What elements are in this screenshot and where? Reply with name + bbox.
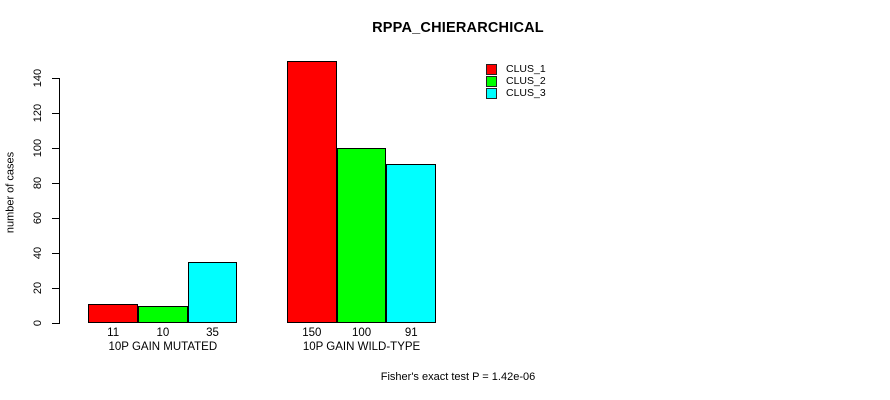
legend-label: CLUS_1: [506, 62, 546, 75]
legend-label: CLUS_3: [506, 87, 546, 100]
y-axis-tick: [52, 183, 59, 184]
y-axis-tick: [52, 78, 59, 79]
y-axis-tick: [52, 113, 59, 114]
legend: CLUS_1 CLUS_2 CLUS_3: [486, 63, 546, 100]
bar-value-label: 100: [351, 327, 372, 339]
bar-value-label: 150: [302, 327, 322, 339]
y-axis-line: [59, 78, 60, 324]
x-category-label: 10P GAIN WILD-TYPE: [302, 341, 421, 353]
y-axis-tick: [52, 218, 59, 219]
bar-clus_2-group1: [138, 305, 188, 323]
bar-clus_3-group1: [187, 261, 238, 323]
x-category-label: 10P GAIN MUTATED: [108, 341, 218, 353]
y-axis-tick: [52, 148, 59, 149]
bar-clus_1-group1: [88, 303, 138, 323]
y-axis-tick: [52, 253, 59, 254]
y-axis-tick-label: 80: [32, 176, 44, 190]
y-axis-tick-label: 60: [32, 211, 44, 225]
y-axis-tick-label: 20: [32, 281, 44, 295]
legend-swatch-icon: [486, 76, 497, 88]
legend-item-clus_3: CLUS_3: [486, 88, 546, 100]
chart-title: RPPA_CHIERARCHICAL: [372, 20, 544, 36]
bar-value-label: 35: [206, 327, 219, 339]
bar-clus_3-group2: [386, 163, 437, 323]
y-axis-tick-label: 140: [32, 68, 44, 88]
y-axis-tick-label: 0: [32, 319, 44, 327]
y-axis-tick: [52, 323, 59, 324]
bar-value-label: 11: [107, 327, 120, 339]
bar-clus_1-group2: [287, 60, 337, 323]
legend-label: CLUS_2: [506, 75, 546, 88]
legend-item-clus_1: CLUS_1: [486, 63, 546, 75]
fisher-test-annotation: Fisher's exact test P = 1.42e-06: [380, 371, 536, 383]
y-axis-title: number of cases: [4, 151, 17, 234]
bar-value-label: 91: [404, 327, 418, 339]
y-axis-tick-label: 40: [32, 246, 44, 260]
legend-swatch-icon: [486, 88, 497, 100]
legend-swatch-icon: [486, 63, 497, 75]
bar-value-label: 10: [156, 327, 170, 339]
legend-item-clus_2: CLUS_2: [486, 75, 546, 88]
y-axis-tick-label: 100: [32, 138, 44, 158]
y-axis-tick: [52, 288, 59, 289]
bar-clus_2-group2: [336, 148, 387, 323]
y-axis-tick-label: 120: [32, 103, 44, 123]
